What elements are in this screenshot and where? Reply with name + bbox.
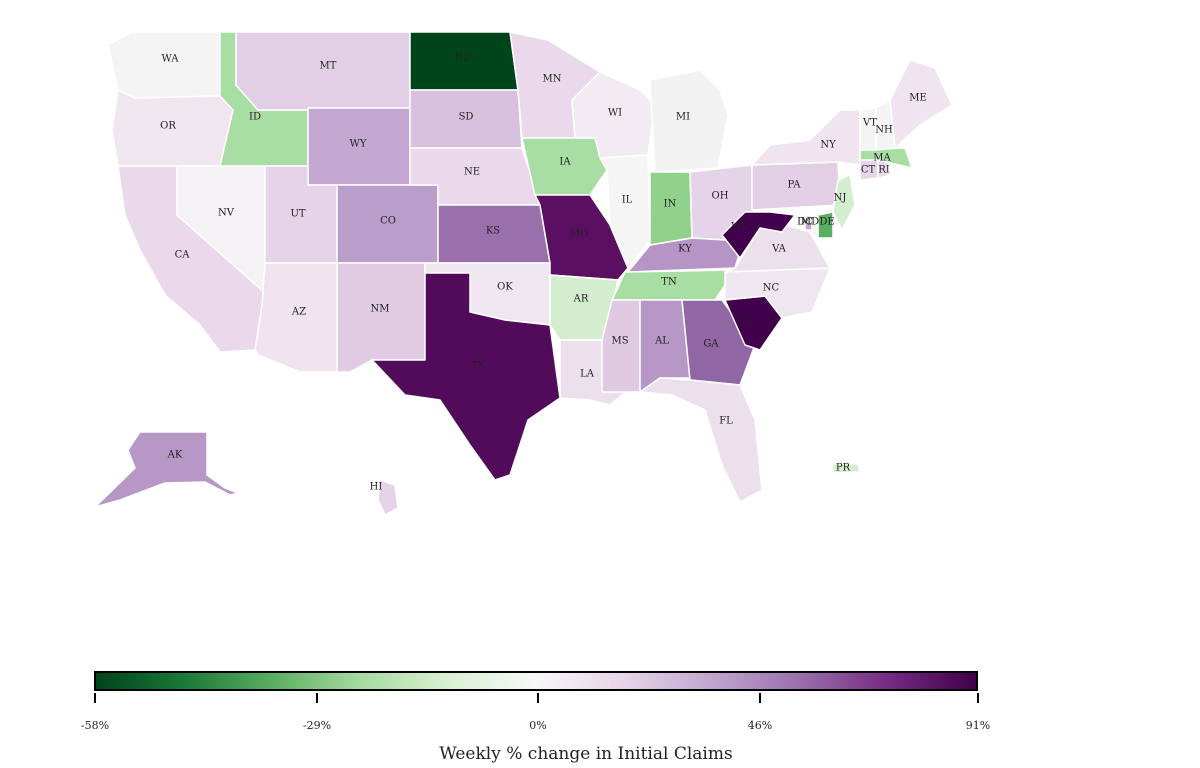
state-TX[interactable]: [371, 272, 561, 481]
state-label-CO: CO: [380, 216, 396, 227]
state-label-AL: AL: [654, 336, 669, 347]
state-label-PA: PA: [787, 180, 801, 191]
state-label-FL: FL: [719, 416, 733, 427]
state-label-NY: NY: [820, 140, 836, 151]
state-label-MO: MO: [570, 229, 588, 240]
state-label-WI: WI: [608, 108, 622, 119]
state-DE[interactable]: [817, 211, 834, 239]
state-label-WY: WY: [350, 139, 367, 150]
state-label-IL: IL: [622, 195, 633, 206]
state-NY[interactable]: [751, 109, 861, 166]
state-HI[interactable]: [377, 479, 399, 516]
state-FL[interactable]: [639, 377, 763, 503]
state-WV[interactable]: [721, 211, 796, 259]
state-label-NH: NH: [875, 125, 893, 136]
state-label-ME: ME: [909, 93, 927, 104]
colorbar-tick-label: -29%: [302, 719, 332, 732]
state-label-MT: MT: [320, 61, 337, 72]
state-label-OH: OH: [712, 191, 729, 202]
state-label-MA: MA: [873, 153, 891, 164]
state-IL[interactable]: [599, 154, 651, 269]
colorbar-tick: [537, 693, 539, 703]
state-label-MD: MD: [801, 217, 819, 228]
state-VT[interactable]: [859, 107, 877, 151]
state-label-NE: NE: [464, 167, 480, 178]
state-label-PR: PR: [836, 463, 851, 474]
colorbar-tick-label: 46%: [747, 719, 773, 732]
state-label-TN: TN: [661, 277, 677, 288]
state-AL[interactable]: [639, 299, 691, 393]
state-ME[interactable]: [889, 59, 953, 149]
state-label-KY: KY: [678, 244, 692, 255]
state-label-NC: NC: [763, 283, 780, 294]
state-label-MS: MS: [611, 336, 628, 347]
state-label-GA: GA: [703, 339, 719, 350]
colorbar: [94, 671, 978, 691]
state-label-RI: RI: [878, 165, 890, 176]
state-label-ID: ID: [249, 112, 261, 123]
state-MS[interactable]: [601, 299, 641, 393]
choropleth-map: WA OR CA NV ID MT WY UT AZ CO NM ND SD NE KS OK TX MN IA MO…: [94, 31, 953, 516]
state-label-WV: WV: [731, 222, 749, 233]
colorbar-tick-label: 0%: [529, 719, 547, 732]
state-label-VA: VA: [771, 244, 787, 255]
state-label-TX: TX: [471, 361, 486, 372]
state-label-AK: AK: [167, 450, 183, 461]
state-NM[interactable]: [336, 262, 426, 373]
state-label-DC: DC: [797, 217, 813, 228]
state-label-ND: ND: [455, 53, 472, 64]
state-label-NJ: NJ: [834, 193, 847, 204]
state-label-MN: MN: [543, 74, 562, 85]
state-label-VT: VT: [862, 118, 877, 129]
colorbar-tick: [94, 693, 96, 703]
colorbar-tick: [759, 693, 761, 703]
colorbar-tick-label: -58%: [80, 719, 110, 732]
state-label-DE: DE: [819, 217, 834, 228]
state-NJ[interactable]: [832, 174, 856, 231]
state-label-OR: OR: [160, 121, 176, 132]
state-label-SC: SC: [741, 315, 756, 326]
state-label-CT: CT: [861, 165, 876, 176]
legend-title: Weekly % change in Initial Claims: [439, 744, 733, 764]
state-label-MI: MI: [676, 112, 690, 123]
state-PR[interactable]: [831, 463, 861, 474]
state-label-OK: OK: [497, 282, 513, 293]
state-label-HI: HI: [370, 482, 383, 493]
state-label-UT: UT: [290, 209, 305, 220]
state-label-CA: CA: [175, 250, 191, 261]
state-AZ[interactable]: [254, 262, 338, 373]
colorbar-tick-label: 91%: [965, 719, 991, 732]
state-label-NV: NV: [218, 208, 235, 219]
state-label-NM: NM: [371, 304, 390, 315]
colorbar-tick: [316, 693, 318, 703]
state-label-IA: IA: [559, 157, 571, 168]
state-label-KS: KS: [486, 226, 500, 237]
state-label-SD: SD: [459, 112, 474, 123]
state-AK[interactable]: [94, 431, 239, 508]
state-label-AR: AR: [573, 294, 589, 305]
state-label-WA: WA: [161, 54, 179, 65]
state-DC[interactable]: [804, 221, 813, 231]
state-WA[interactable]: [107, 31, 221, 99]
colorbar-tick: [977, 693, 979, 703]
state-label-IN: IN: [664, 199, 677, 210]
state-label-AZ: AZ: [291, 307, 306, 318]
state-MA[interactable]: [859, 147, 913, 169]
state-label-LA: LA: [580, 369, 595, 380]
